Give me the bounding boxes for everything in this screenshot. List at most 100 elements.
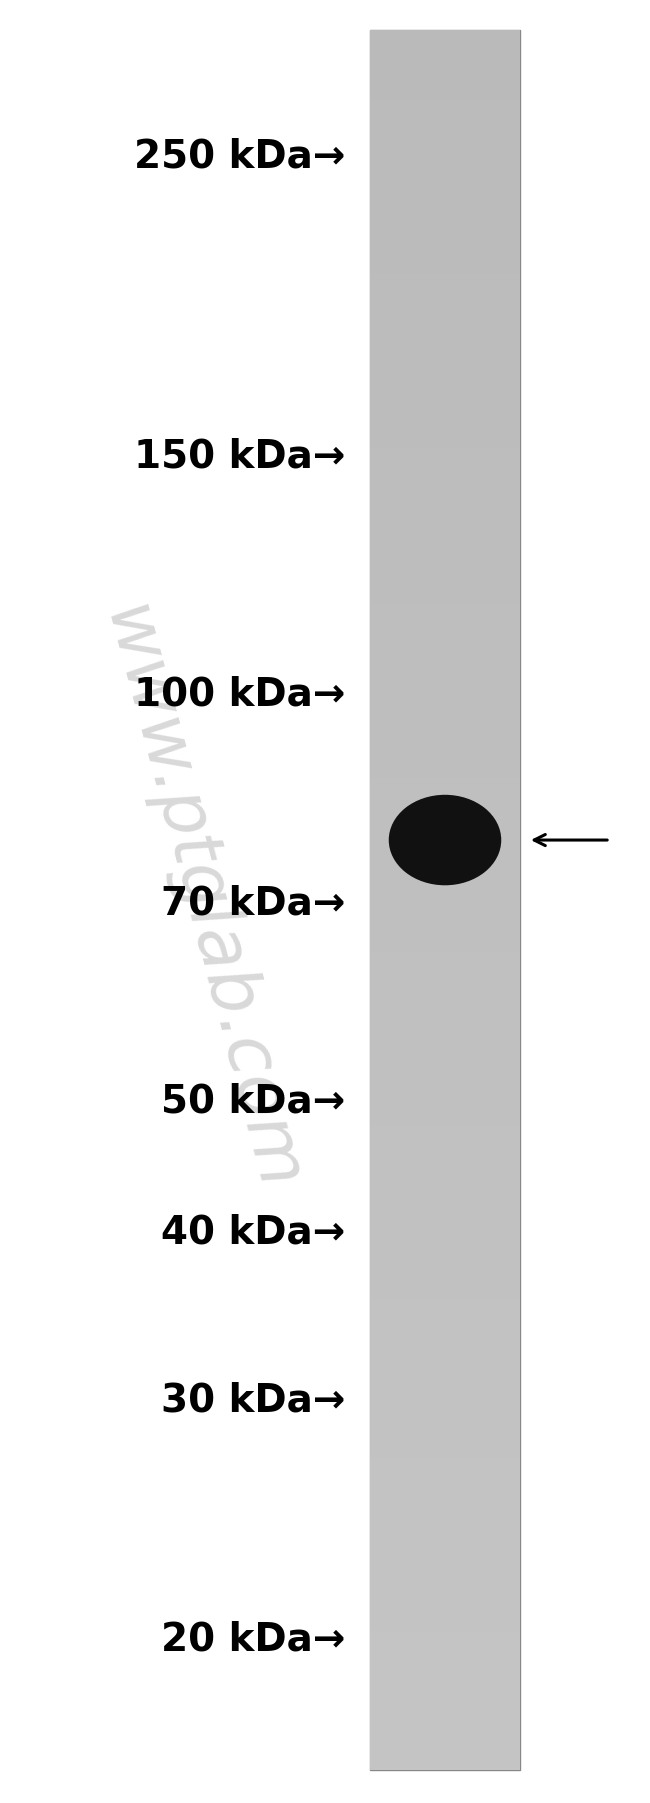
Text: 50 kDa→: 50 kDa→ [161,1082,345,1120]
Bar [370,65,520,83]
Bar [370,1596,520,1614]
Bar [370,813,520,831]
Bar [370,447,520,465]
Bar [370,865,520,883]
Bar [370,1282,520,1300]
Bar [370,900,520,918]
Bar [370,1387,520,1405]
Bar [370,622,520,638]
Bar [370,1543,520,1561]
Bar [370,918,520,934]
Bar [370,1266,520,1282]
Text: 40 kDa→: 40 kDa→ [161,1213,345,1251]
Bar [370,1753,520,1771]
Bar [370,222,520,238]
Bar [370,1213,520,1231]
Bar [370,1127,520,1143]
Bar [370,779,520,795]
Bar [370,413,520,431]
Bar [370,1579,520,1596]
Text: www.ptglab.com: www.ptglab.com [88,600,311,1201]
Bar [370,1300,520,1318]
Text: 20 kDa→: 20 kDa→ [161,1621,345,1659]
Bar [370,831,520,847]
Bar [370,1491,520,1509]
Bar [370,1179,520,1195]
Bar [370,1439,520,1457]
Bar [370,1075,520,1091]
Bar [370,31,520,1771]
Bar [370,517,520,535]
Bar [370,970,520,986]
Bar [370,570,520,586]
Bar [370,1318,520,1334]
Bar [370,1666,520,1682]
Bar [370,1527,520,1543]
Bar [370,1022,520,1039]
Bar [370,934,520,952]
Bar [370,1718,520,1734]
Bar [370,1109,520,1127]
Bar [370,795,520,813]
Bar [370,395,520,413]
Bar [370,586,520,604]
Bar [370,1352,520,1370]
Bar [370,1161,520,1179]
Bar [370,1682,520,1700]
Bar [370,83,520,99]
Bar [370,743,520,761]
Bar [370,691,520,709]
Text: 250 kDa→: 250 kDa→ [134,137,345,175]
Bar [370,1475,520,1491]
Bar [370,656,520,674]
Bar [370,552,520,570]
Text: 30 kDa→: 30 kDa→ [161,1381,345,1421]
Bar [370,674,520,691]
Bar [370,499,520,517]
Bar [370,1648,520,1666]
Bar [370,1423,520,1439]
Bar [370,1091,520,1109]
Bar [370,47,520,65]
Bar [370,204,520,222]
Bar [370,256,520,274]
Bar [370,883,520,900]
Bar [370,1405,520,1423]
Bar [370,308,520,326]
Bar [370,483,520,499]
Bar [370,1039,520,1057]
Text: 150 kDa→: 150 kDa→ [134,436,345,476]
Bar [370,186,520,204]
Bar [370,238,520,256]
Bar [370,1630,520,1648]
Bar [370,361,520,379]
Bar [370,638,520,656]
Bar [370,1334,520,1352]
Bar [370,290,520,308]
Bar [370,31,520,47]
Bar [370,604,520,622]
Bar [370,151,520,169]
Bar [370,1195,520,1213]
Bar [370,1248,520,1266]
Bar [370,326,520,343]
Bar [370,1614,520,1630]
Ellipse shape [389,795,501,885]
Bar [370,1004,520,1022]
Bar [370,169,520,186]
Bar [370,465,520,483]
Text: 70 kDa→: 70 kDa→ [161,885,345,923]
Bar [370,135,520,151]
Bar [370,1509,520,1527]
Bar [370,1734,520,1753]
Bar [370,117,520,135]
Bar [370,535,520,552]
Bar [370,727,520,743]
Bar [370,343,520,361]
Text: 100 kDa→: 100 kDa→ [134,674,345,714]
Bar [370,379,520,395]
Bar [370,431,520,447]
Bar [370,1561,520,1579]
Bar [370,761,520,779]
Bar [370,1700,520,1718]
